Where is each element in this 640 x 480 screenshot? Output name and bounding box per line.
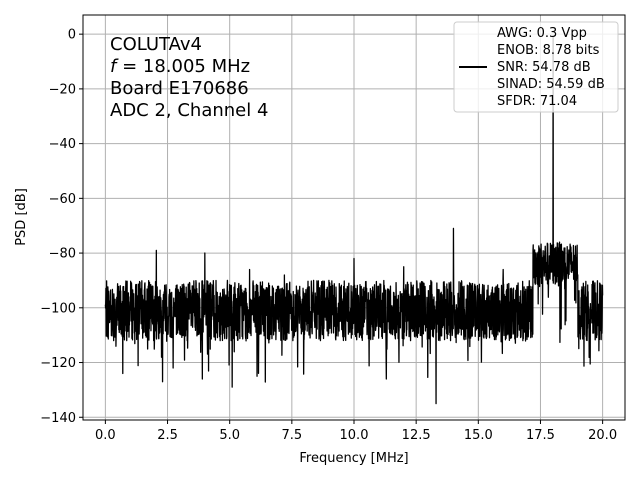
x-tick-label: 12.5 (402, 428, 431, 443)
y-tick-label: −140 (40, 411, 76, 426)
y-tick-label: −100 (40, 301, 76, 316)
annotation-line-3: Board E170686 (110, 78, 249, 99)
psd-trace (104, 36, 604, 405)
annotation-line-4: ADC 2, Channel 4 (110, 100, 268, 121)
x-axis-label: Frequency [MHz] (299, 451, 408, 466)
annotation: COLUTAv4 f = 18.005 MHz Board E170686 AD… (110, 34, 268, 121)
x-tick-label: 17.5 (526, 428, 555, 443)
legend-entry-5: SFDR: 71.04 (497, 94, 577, 109)
y-tick-label: −120 (40, 356, 76, 371)
x-tick-label: 5.0 (219, 428, 240, 443)
annotation-line-2: f = 18.005 MHz (110, 56, 250, 77)
y-axis-label: PSD [dB] (14, 188, 29, 246)
x-tick-label: 20.0 (588, 428, 617, 443)
legend-entry-2: ENOB: 8.78 bits (497, 43, 600, 58)
x-tick-label: 2.5 (157, 428, 178, 443)
legend: AWG: 0.3 Vpp ENOB: 8.78 bits SNR: 54.78 … (453, 21, 619, 113)
y-tick-label: −20 (49, 82, 76, 97)
y-tick-label: 0 (68, 28, 76, 43)
legend-entry-1: AWG: 0.3 Vpp (497, 26, 587, 41)
legend-box (453, 21, 619, 113)
annotation-freq-symbol: f (110, 56, 119, 77)
legend-entry-3: SNR: 54.78 dB (497, 60, 591, 75)
y-tick-label: −80 (49, 247, 76, 262)
x-tick-label: 0.0 (95, 428, 116, 443)
annotation-line-1: COLUTAv4 (110, 34, 202, 55)
annotation-freq-value: = 18.005 MHz (116, 56, 250, 77)
y-tick-label: −60 (49, 192, 76, 207)
x-tick-label: 7.5 (282, 428, 303, 443)
psd-series (104, 36, 604, 405)
legend-entry-4: SINAD: 54.59 dB (497, 77, 605, 92)
y-tick-label: −40 (49, 137, 76, 152)
x-tick-label: 15.0 (464, 428, 493, 443)
x-tick-label: 10.0 (340, 428, 369, 443)
ticks-layer: 0.0 2.5 5.0 7.5 10.0 12.5 15.0 17.5 20.0 0 −20 −40 −… (40, 28, 617, 443)
